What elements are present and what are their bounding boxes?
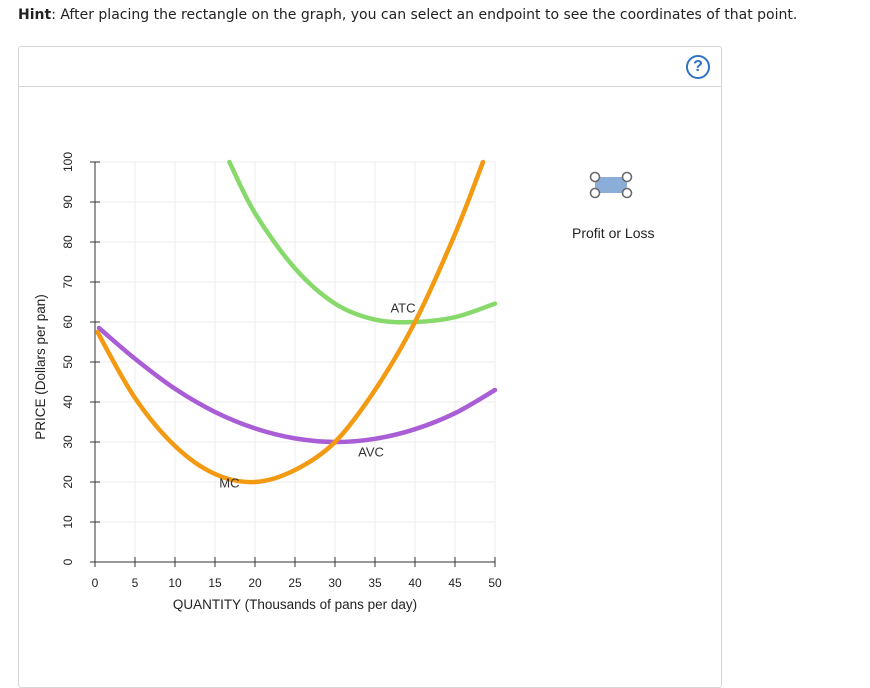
y-tick-label-40: 40: [61, 395, 75, 409]
profit-loss-tool-glyph[interactable]: [588, 170, 634, 200]
curve-mc[interactable]: [95, 159, 486, 485]
y-tick-label-60: 60: [61, 315, 75, 329]
x-tick-label-15: 15: [208, 576, 222, 590]
x-tick-label-10: 10: [168, 576, 182, 590]
x-axis-label: QUANTITY (Thousands of pans per day): [173, 597, 417, 612]
axes: [90, 161, 496, 567]
curve-labels: ATC AVC MC: [219, 301, 415, 491]
tool-handle-tr: [621, 171, 633, 183]
y-tick-label-30: 30: [61, 435, 75, 449]
y-tick-label-80: 80: [61, 235, 75, 249]
x-tick-label-50: 50: [488, 576, 502, 590]
tool-handle-bl: [589, 187, 601, 199]
y-tick-label-20: 20: [61, 475, 75, 489]
curve-avc[interactable]: [96, 325, 498, 445]
curve-atc[interactable]: [227, 159, 498, 325]
curve-label-avc: AVC: [358, 445, 384, 460]
y-tick-label-100: 100: [61, 152, 75, 172]
hint-body: : After placing the rectangle on the gra…: [51, 7, 798, 23]
curve-label-atc: ATC: [390, 301, 415, 316]
x-tick-label-5: 5: [132, 576, 139, 590]
grid: [95, 161, 496, 562]
x-tick-label-35: 35: [368, 576, 382, 590]
cost-curves-chart[interactable]: 0 10 20 30 40 50 60 70 80 90 100 0 5 10 15 20 25 30 35 40 45…: [0, 0, 870, 654]
curve-label-mc: MC: [219, 475, 239, 490]
curves[interactable]: [95, 159, 498, 485]
y-tick-label-50: 50: [61, 355, 75, 369]
tool-label[interactable]: Profit or Loss: [572, 225, 655, 241]
help-icon[interactable]: ?: [686, 55, 710, 79]
x-tick-label-20: 20: [248, 576, 262, 590]
rectangle-tool-icon[interactable]: [588, 170, 634, 204]
panel-header: ?: [19, 47, 721, 87]
y-tick-label-0: 0: [61, 558, 75, 565]
tool-handle-tl: [589, 171, 601, 183]
x-tick-label-25: 25: [288, 576, 302, 590]
y-axis-label: PRICE (Dollars per pan): [33, 294, 48, 440]
x-tick-label-0: 0: [92, 576, 99, 590]
tick-labels: 0 10 20 30 40 50 60 70 80 90 100 0 5 10 15 20 25 30 35 40 45…: [61, 152, 502, 590]
tool-rect-fill: [595, 177, 627, 193]
x-tick-label-30: 30: [328, 576, 342, 590]
y-tick-label-70: 70: [61, 275, 75, 289]
tool-handle-br: [621, 187, 633, 199]
x-tick-label-40: 40: [408, 576, 422, 590]
hint-text: Hint: After placing the rectangle on the…: [18, 7, 797, 23]
y-tick-label-90: 90: [61, 195, 75, 209]
y-tick-label-10: 10: [61, 515, 75, 529]
hint-label: Hint: [18, 7, 52, 23]
x-tick-label-45: 45: [448, 576, 462, 590]
